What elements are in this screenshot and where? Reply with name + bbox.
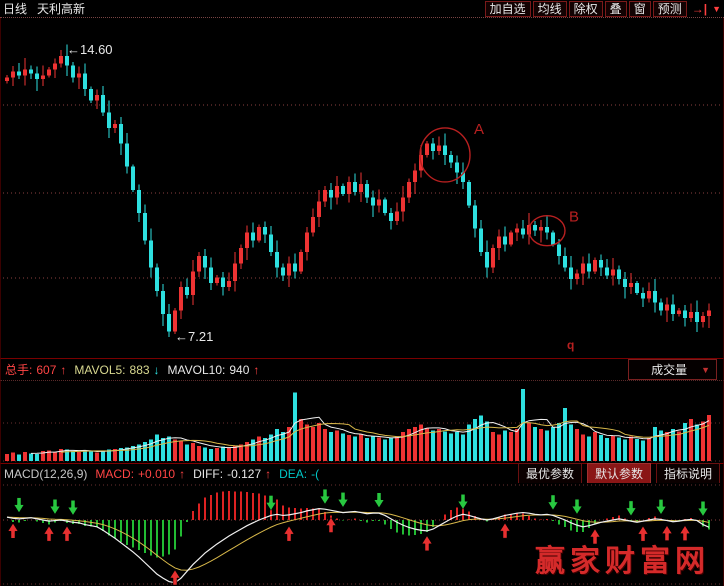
dea-value: -( bbox=[311, 466, 320, 481]
macd-value: +0.010 bbox=[138, 466, 176, 481]
up-arrow-icon: ↑ bbox=[60, 362, 67, 377]
indicator-selector-volume[interactable]: 成交量 ▼ bbox=[628, 359, 717, 380]
window-button[interactable]: 窗 bbox=[628, 0, 651, 17]
toolbar: 日线 天利高新 加自选 均线 除权 叠 窗 预测 →| ▼ bbox=[0, 0, 724, 18]
svg-text:A: A bbox=[474, 121, 484, 138]
forecast-button[interactable]: 预测 bbox=[652, 0, 687, 17]
chevron-down-icon[interactable]: ▼ bbox=[712, 3, 721, 14]
dea-label: DEA: bbox=[279, 466, 308, 481]
svg-text:B: B bbox=[569, 209, 579, 226]
svg-text:←7.21: ←7.21 bbox=[175, 329, 213, 344]
diff-value: -0.127 bbox=[227, 466, 262, 481]
down-arrow-icon: ↓ bbox=[153, 362, 160, 377]
macd-header: MACD(12,26,9) MACD: +0.010 ↑ DIFF: -0.12… bbox=[0, 463, 724, 484]
chevron-down-icon: ▼ bbox=[701, 364, 710, 375]
overlay-button[interactable]: 叠 bbox=[604, 0, 627, 17]
optimal-params-button[interactable]: 最优参数 bbox=[517, 463, 582, 484]
up-arrow-icon: ↑ bbox=[253, 362, 260, 377]
volume-canvas[interactable] bbox=[1, 381, 724, 463]
svg-text:q: q bbox=[567, 338, 574, 352]
site-watermark: 赢家财富网 bbox=[535, 545, 710, 578]
mavol10-value: 940 bbox=[229, 362, 250, 377]
add-to-watchlist-button[interactable]: 加自选 bbox=[484, 0, 531, 17]
macd-label: MACD: bbox=[95, 466, 135, 481]
volume-header: 总手: 607 ↑ MAVOL5: 883 ↓ MAVOL10: 940 ↑ 成… bbox=[0, 358, 724, 381]
total-lots-label: 总手: bbox=[5, 363, 33, 377]
macd-canvas[interactable] bbox=[1, 483, 724, 586]
mavol5-value: 883 bbox=[129, 362, 150, 377]
volume-chart[interactable] bbox=[0, 381, 724, 463]
macd-params-label: MACD(12,26,9) bbox=[4, 466, 88, 481]
up-arrow-icon: ↑ bbox=[179, 466, 186, 481]
indicator-selector-label: 成交量 bbox=[651, 363, 688, 377]
candlestick-canvas[interactable]: ←14.60 ←7.21 A Bq bbox=[1, 18, 724, 358]
ex-rights-button[interactable]: 除权 bbox=[568, 0, 603, 17]
total-lots-value: 607 bbox=[36, 362, 57, 377]
macd-chart[interactable] bbox=[0, 483, 724, 586]
mavol5-label: MAVOL5: bbox=[74, 362, 126, 377]
svg-text:←14.60: ←14.60 bbox=[67, 42, 113, 57]
mavol10-label: MAVOL10: bbox=[167, 362, 226, 377]
stock-name: 天利高新 bbox=[37, 2, 86, 16]
default-params-button[interactable]: 默认参数 bbox=[586, 463, 651, 484]
period-label[interactable]: 日线 bbox=[3, 2, 28, 16]
indicator-help-button[interactable]: 指标说明 bbox=[655, 463, 720, 484]
ma-lines-button[interactable]: 均线 bbox=[532, 0, 567, 17]
diff-label: DIFF: bbox=[193, 466, 224, 481]
jump-to-latest-icon[interactable]: →| bbox=[691, 1, 708, 16]
up-arrow-icon: ↑ bbox=[265, 466, 272, 481]
